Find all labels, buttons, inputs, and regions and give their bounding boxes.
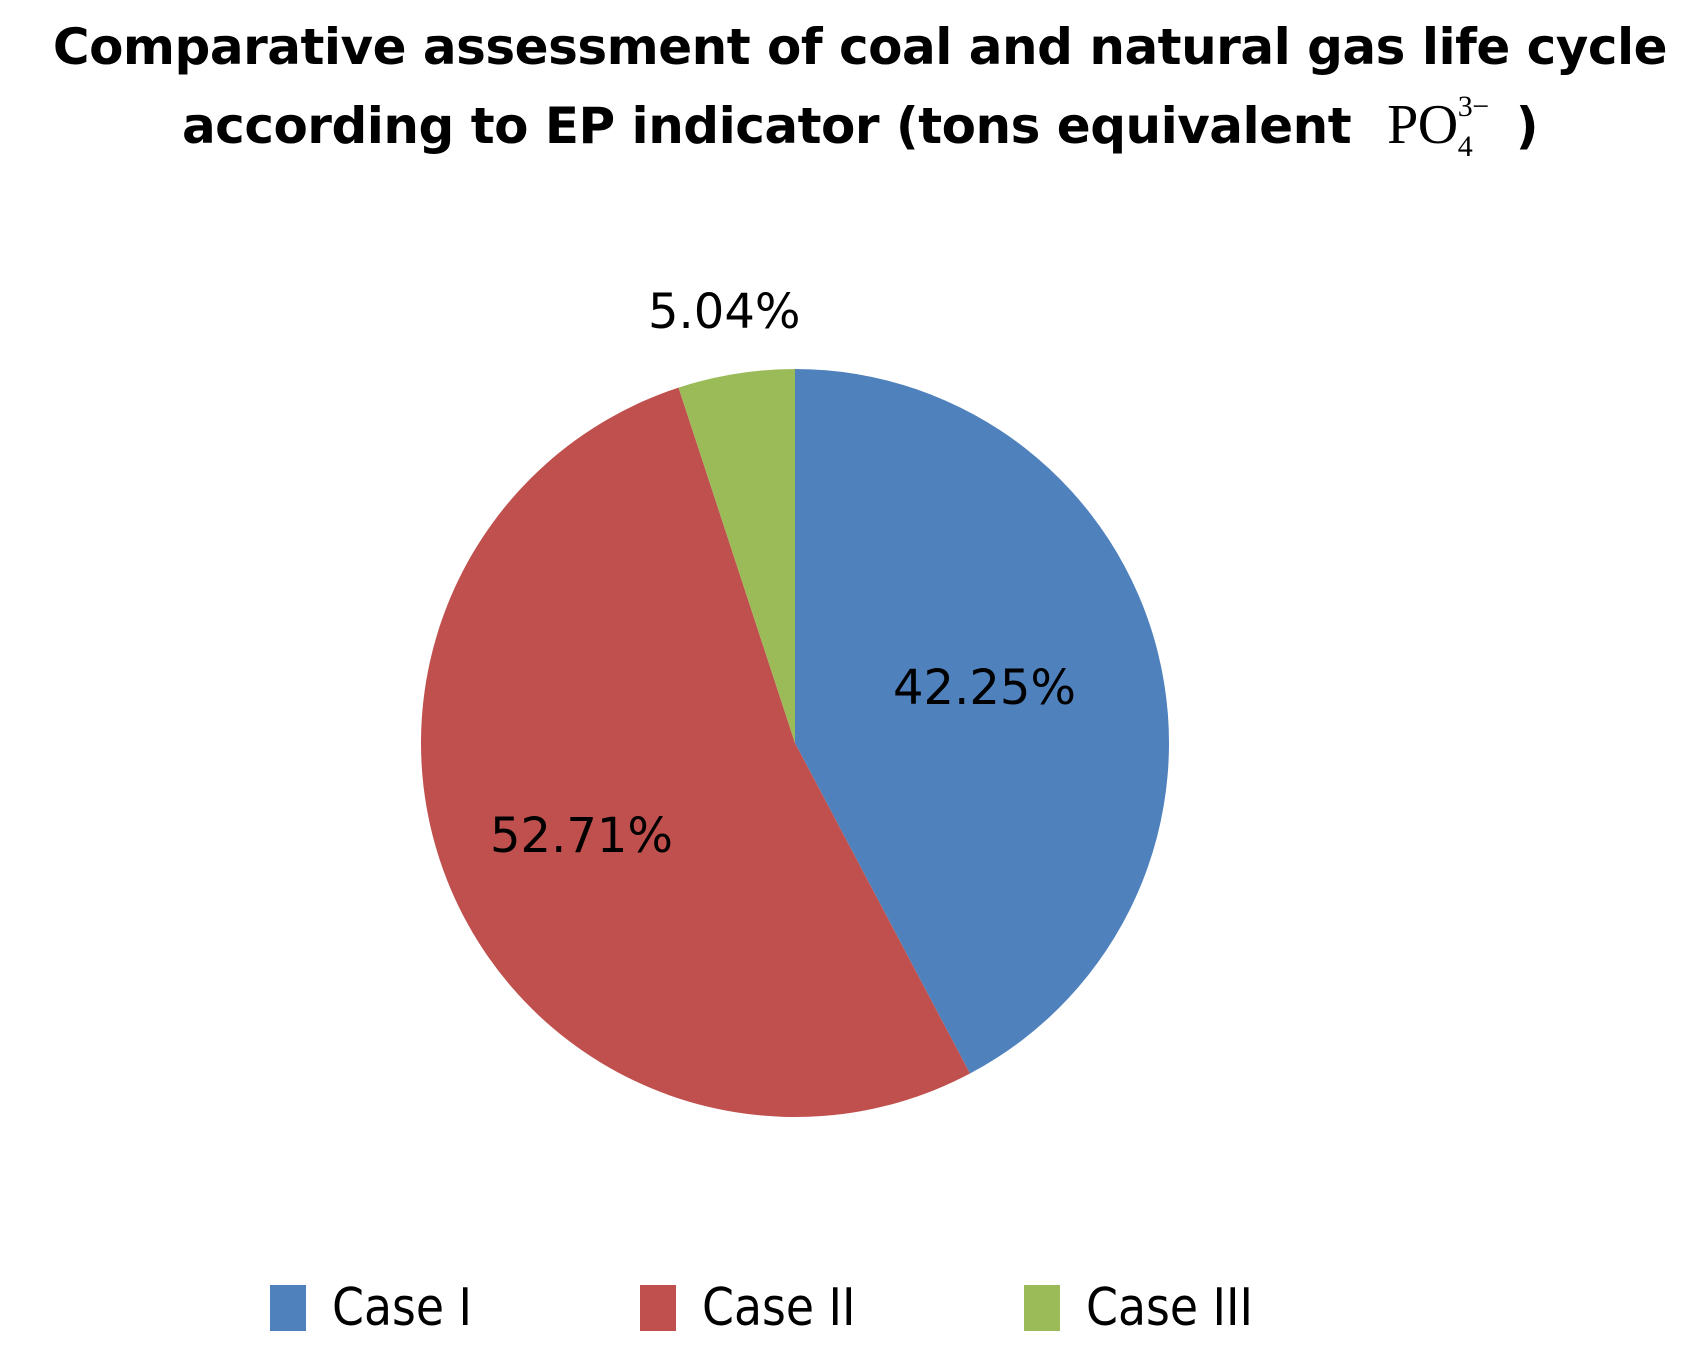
pie-slice-case-ii bbox=[420, 387, 971, 1118]
legend-item-case-ii: Case II bbox=[640, 1278, 876, 1338]
slice-label-case-i: 42.25% bbox=[893, 660, 1077, 716]
legend-swatch-case-ii bbox=[640, 1285, 676, 1331]
phosphate-formula: PO 3− 4 bbox=[1387, 90, 1489, 164]
chart-legend: Case I Case II Case III bbox=[0, 1278, 1694, 1348]
pie-slice-case-iii bbox=[678, 369, 795, 743]
legend-swatch-case-iii bbox=[1024, 1285, 1060, 1331]
slice-label-case-iii: 5.04% bbox=[648, 284, 801, 340]
chart-title: Comparative assessment of coal and natur… bbox=[0, 8, 1694, 165]
chart-title-line-1: Comparative assessment of coal and natur… bbox=[52, 18, 1668, 76]
slice-label-case-ii: 52.71% bbox=[490, 808, 674, 864]
legend-item-case-i: Case I bbox=[270, 1278, 491, 1338]
chart-title-line-2: according to EP indicator (tons equivale… bbox=[181, 90, 1539, 164]
pie-slice-case-i bbox=[795, 369, 1170, 1074]
legend-label: Case I bbox=[332, 1278, 473, 1338]
legend-label: Case III bbox=[1086, 1278, 1254, 1338]
legend-label: Case II bbox=[702, 1278, 856, 1338]
legend-swatch-case-i bbox=[270, 1285, 306, 1331]
legend-item-case-iii: Case III bbox=[1024, 1278, 1276, 1338]
